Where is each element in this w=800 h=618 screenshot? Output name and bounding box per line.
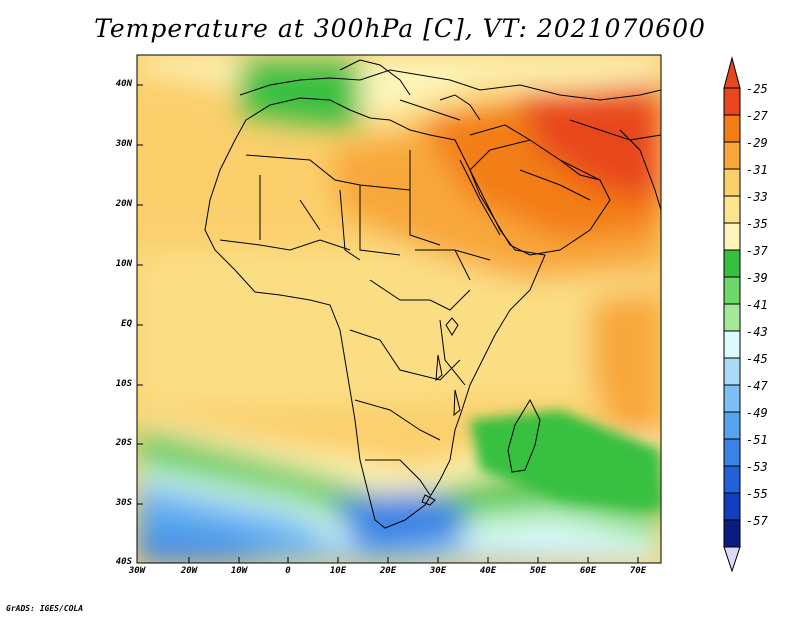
colorbar-label: -37 [746,244,768,258]
grads-credit: GrADS: IGES/COLA [6,604,84,613]
colorbar-swatch [723,411,741,440]
colorbar-swatch [723,492,741,521]
colorbar-swatch [723,276,741,305]
colorbar-swatch [723,465,741,494]
colorbar-label: -39 [746,271,768,285]
lat-label-30s: 30S [115,498,132,508]
colorbar-label: -29 [746,136,768,150]
colorbar-swatch [723,384,741,413]
lon-label-10e: 10E [329,566,347,576]
colorbar-label: -27 [746,109,768,123]
lon-label-40e: 40E [479,566,497,576]
lon-label-20w: 20W [180,566,198,576]
colorbar-swatch [723,195,741,224]
colorbar-label: -35 [746,217,768,231]
colorbar-label: -25 [746,82,768,96]
lat-label-eq: EQ [121,319,132,329]
colorbar-swatch [723,519,741,548]
colorbar-label: -57 [746,514,768,528]
lat-label-10n: 10N [115,259,132,269]
lon-label-30e: 30E [429,566,447,576]
lon-label-20e: 20E [379,566,397,576]
colorbar-swatch [723,168,741,197]
colorbar-label: -43 [746,325,768,339]
lon-label-30w: 30W [128,566,146,576]
colorbar-label: -47 [746,379,768,393]
colorbar-swatch [723,222,741,251]
lat-label-20n: 20N [115,199,132,209]
colorbar-swatch [723,438,741,467]
colorbar-swatch [723,249,741,278]
lat-label-30n: 30N [115,139,132,149]
colorbar-over-triangle [723,56,741,89]
colorbar-label: -31 [746,163,768,177]
colorbar-swatch [723,303,741,332]
colorbar-label: -41 [746,298,768,312]
colorbar-label: -53 [746,460,768,474]
colorbar-swatch [723,330,741,359]
lon-label-70e: 70E [629,566,647,576]
map-frame [136,54,662,564]
lat-label-40n: 40N [115,79,132,89]
temperature-field [137,55,661,563]
colorbar-label: -45 [746,352,768,366]
lat-label-20s: 20S [115,438,132,448]
colorbar-label: -33 [746,190,768,204]
colorbar-label: -55 [746,487,768,501]
colorbar-swatch [723,141,741,170]
lon-label-60e: 60E [579,566,597,576]
colorbar [723,56,741,573]
map-title: Temperature at 300hPa [C], VT: 202107060… [94,14,706,43]
colorbar-label: -49 [746,406,768,420]
lon-label-10w: 10W [230,566,248,576]
coastlines-and-borders [204,59,661,529]
colorbar-swatch [723,114,741,143]
lat-label-40s: 40S [115,557,132,567]
colorbar-swatch [723,357,741,386]
colorbar-label: -51 [746,433,768,447]
lon-label-50e: 50E [529,566,547,576]
colorbar-under-triangle [723,546,741,573]
axis-ticks [137,84,639,563]
lon-label-0: 0 [285,566,291,576]
lat-label-10s: 10S [115,379,132,389]
colorbar-swatch [723,87,741,116]
